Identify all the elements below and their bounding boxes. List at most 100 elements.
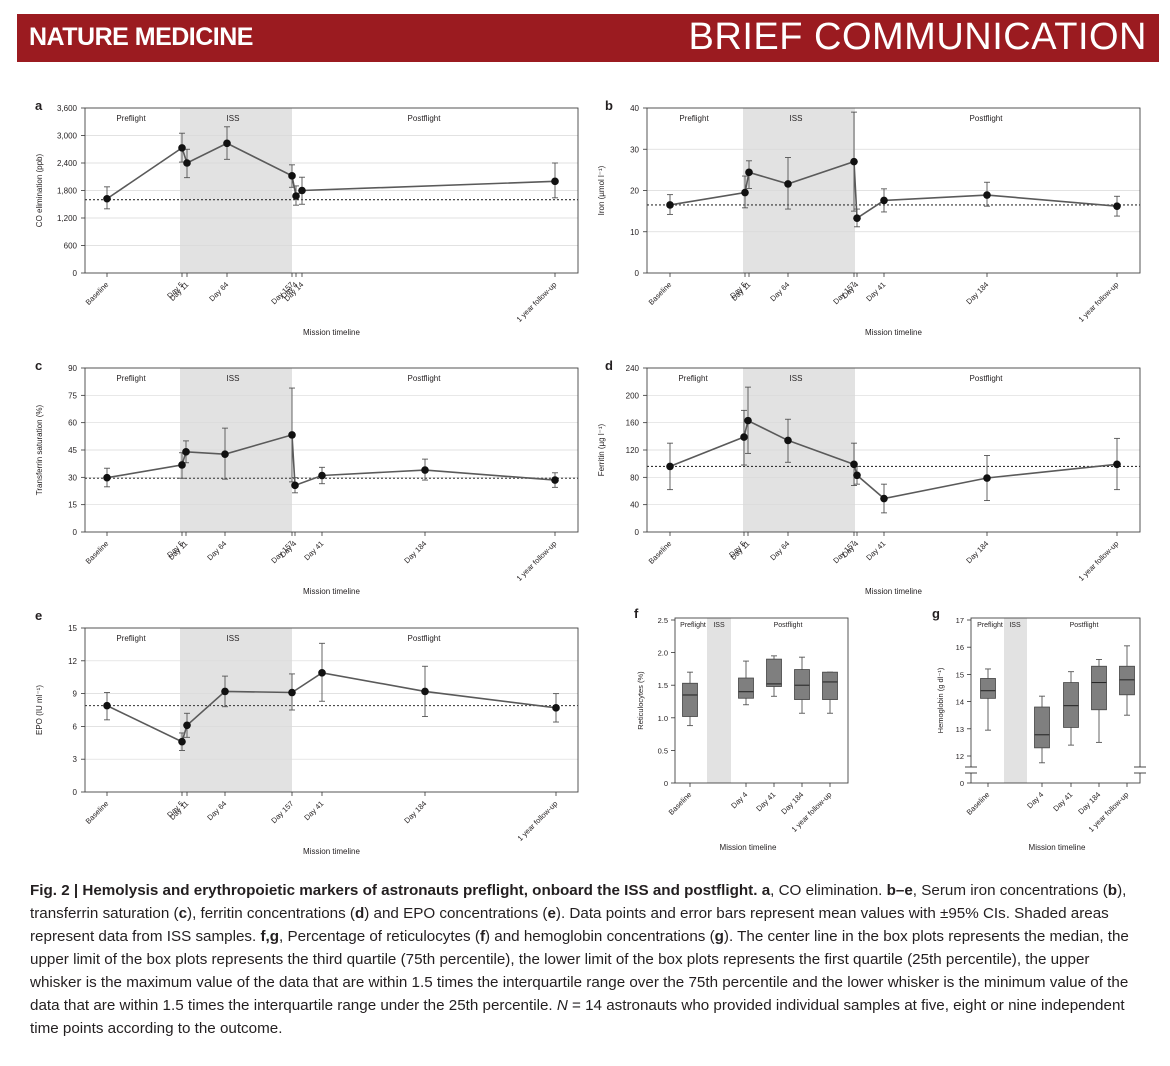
caption-text-e: ). Data points and error bars represent … xyxy=(30,905,1109,945)
y-axis-label: EPO (IU ml⁻¹) xyxy=(35,685,44,735)
x-tick-label: Day 64 xyxy=(768,280,791,303)
caption-letter-e: e xyxy=(547,905,556,922)
y-tick-label: 75 xyxy=(68,391,77,400)
y-tick-label: 15 xyxy=(68,624,77,633)
x-tick-label: Day 4 xyxy=(1025,790,1045,810)
y-tick-label: 40 xyxy=(630,104,639,113)
region-label-iss: ISS xyxy=(790,114,803,123)
y-axis-label: CO elimination (ppb) xyxy=(35,153,44,227)
data-point xyxy=(298,186,306,195)
y-axis-label: Ferritin (µg l⁻¹) xyxy=(597,423,606,476)
box xyxy=(766,658,782,687)
x-axis-label: Mission timeline xyxy=(865,328,922,337)
panel-letter-c: c xyxy=(35,358,42,373)
plot-frame xyxy=(970,617,1141,784)
region-label-postflight: Postflight xyxy=(408,114,442,123)
data-point xyxy=(183,721,191,730)
data-point xyxy=(291,481,299,490)
y-tick-label: 2,400 xyxy=(57,159,78,168)
x-tick-label: Baseline xyxy=(84,539,111,566)
x-tick-label: Day 4 xyxy=(278,539,298,559)
caption-text-f: ) and hemoglobin concentrations ( xyxy=(485,928,715,945)
y-tick-label: 12 xyxy=(956,752,964,761)
y-tick-label: 0.5 xyxy=(658,746,668,755)
box xyxy=(1034,706,1050,749)
y-tick-label: 200 xyxy=(626,391,640,400)
caption-text-d: ) and EPO concentrations ( xyxy=(364,905,548,922)
caption-letter-c: c xyxy=(178,905,188,922)
x-tick-label: Day 41 xyxy=(864,280,887,303)
y-tick-label: 0 xyxy=(635,269,640,278)
article-type: BRIEF COMMUNICATION xyxy=(688,16,1147,58)
data-point xyxy=(178,737,186,746)
data-point xyxy=(103,701,111,710)
y-tick-label: 1,200 xyxy=(57,214,78,223)
y-tick-label: 160 xyxy=(626,419,640,428)
y-tick-label: 0 xyxy=(73,788,78,797)
data-point xyxy=(221,687,229,696)
x-tick-label: 1 year follow-up xyxy=(1077,280,1121,324)
y-tick-label: 9 xyxy=(73,690,78,699)
caption-text-g: ). The center line in the box plots repr… xyxy=(30,928,1129,1014)
x-tick-label: 1 year follow-up xyxy=(516,799,560,843)
box xyxy=(822,671,838,700)
data-point xyxy=(784,436,792,445)
caption-text-b: ), transferrin saturation ( xyxy=(30,882,1127,922)
y-tick-label: 15 xyxy=(68,501,77,510)
x-tick-label: Baseline xyxy=(84,280,111,307)
data-point xyxy=(740,433,748,441)
data-point xyxy=(880,494,888,503)
panel-letter-a: a xyxy=(35,98,43,113)
y-tick-label: 15 xyxy=(956,670,964,679)
x-tick-label: Day 41 xyxy=(302,799,325,822)
y-tick-label: 13 xyxy=(956,725,964,734)
region-label-preflight: Preflight xyxy=(116,634,146,643)
caption-letter-f: f xyxy=(479,928,485,945)
axis-break-mask xyxy=(965,767,977,773)
x-tick-label: Baseline xyxy=(647,280,674,307)
y-tick-label: 30 xyxy=(630,145,639,154)
chart-panel-g: 12 13 14 15 16 17 0 Preflight ISS Postflight Basel… xyxy=(932,606,1146,852)
y-tick-label: 0 xyxy=(635,528,640,537)
journal-header-bar: NATURE MEDICINE BRIEF COMMUNICATION xyxy=(17,14,1159,62)
x-axis-label: Mission timeline xyxy=(1029,843,1086,852)
y-axis-label: Reticulocytes (%) xyxy=(636,671,645,730)
data-point xyxy=(850,157,858,166)
x-tick-label: Day 41 xyxy=(1051,790,1074,813)
caption-letter-b: b xyxy=(1107,882,1118,899)
plot-frame xyxy=(84,627,579,793)
chart-panel-b: 0 10 20 30 40 Preflight ISS Postflight Baseline D… xyxy=(597,98,1141,337)
box xyxy=(1119,665,1135,696)
data-point xyxy=(784,180,792,188)
chart-panel-f: 0 0.5 1.0 1.5 2.0 2.5 Preflight ISS Postflight Ba… xyxy=(634,606,849,852)
data-point xyxy=(183,159,191,167)
iss-shaded-region xyxy=(180,628,292,792)
caption-text-a: , CO elimination. xyxy=(770,882,887,899)
data-point xyxy=(421,466,429,474)
y-tick-label: 40 xyxy=(630,501,639,510)
data-point xyxy=(223,139,231,148)
data-point xyxy=(551,177,559,186)
data-point xyxy=(741,188,749,197)
region-label-preflight: Preflight xyxy=(679,114,709,123)
box xyxy=(682,682,698,717)
x-axis-label: Mission timeline xyxy=(303,587,360,596)
y-tick-label: 1,800 xyxy=(57,187,78,196)
x-tick-label: Baseline xyxy=(965,790,992,817)
region-label-postflight: Postflight xyxy=(970,374,1004,383)
panel-letter-d: d xyxy=(605,358,613,373)
series-line xyxy=(106,671,557,743)
x-tick-label: Day 157 xyxy=(269,799,295,825)
journal-name: NATURE MEDICINE xyxy=(29,23,253,51)
region-label-preflight: Preflight xyxy=(977,622,1003,629)
data-point xyxy=(745,168,753,177)
region-label-preflight: Preflight xyxy=(678,374,708,383)
y-tick-label: 120 xyxy=(626,446,640,455)
x-tick-label: 1 year follow-up xyxy=(515,539,559,583)
x-tick-label: 1 year follow-up xyxy=(515,280,559,324)
data-point xyxy=(850,460,858,469)
region-label-postflight: Postflight xyxy=(1070,622,1099,629)
caption-text-be: , Serum iron concentrations ( xyxy=(912,882,1108,899)
region-label-postflight: Postflight xyxy=(408,634,442,643)
